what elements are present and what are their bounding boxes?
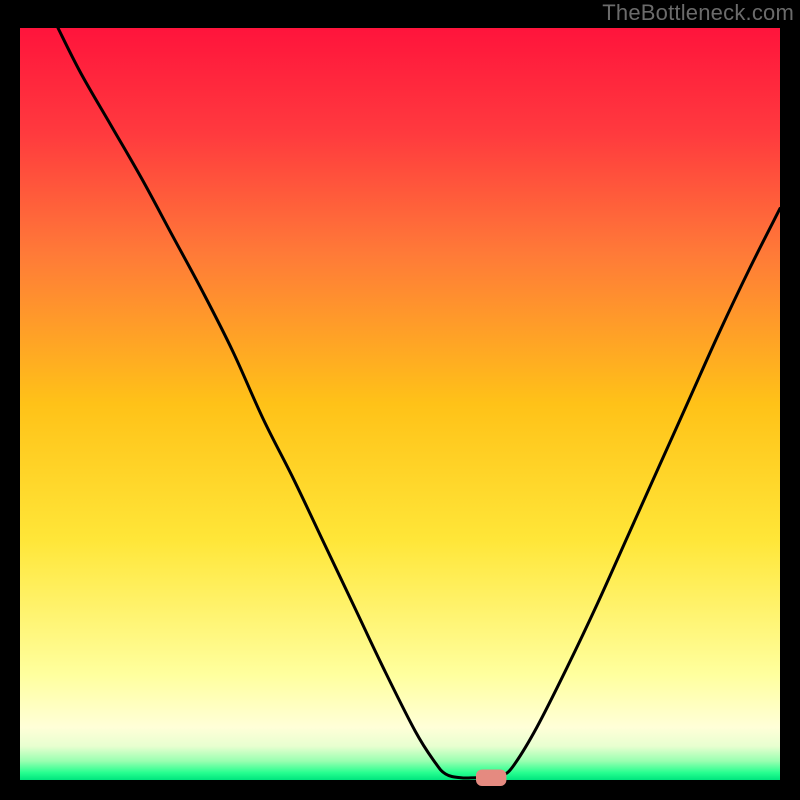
bottleneck-chart [0, 0, 800, 800]
plot-background [20, 28, 780, 780]
stage: TheBottleneck.com [0, 0, 800, 800]
optimum-marker [476, 769, 506, 786]
